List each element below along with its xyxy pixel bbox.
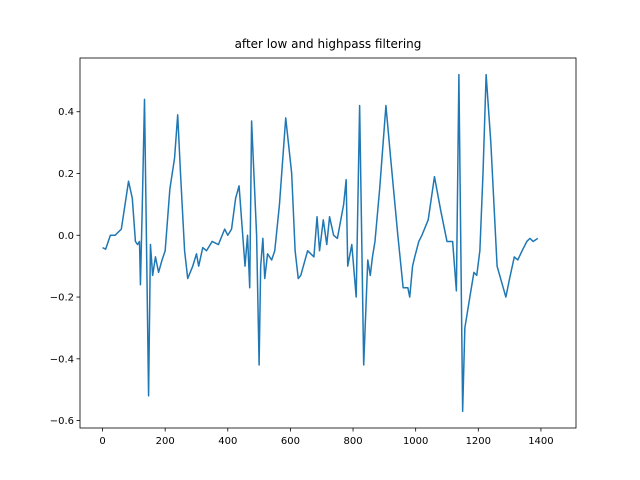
chart-title: after low and highpass filtering [235,37,422,51]
y-tick-label: 0.4 [58,107,74,118]
x-tick-label: 1400 [528,436,553,447]
line-series [102,73,539,413]
x-tick-label: 200 [156,436,175,447]
x-tick-label: 0 [99,436,105,447]
x-tick-label: 600 [281,436,300,447]
axes-frame [79,57,577,429]
x-tick-label: 1200 [466,436,491,447]
y-tick-label: −0.6 [50,416,74,427]
x-tick-label: 400 [218,436,237,447]
y-tick-label: −0.2 [50,293,74,304]
y-tick-label: 0.2 [58,169,74,180]
x-tick-label: 1000 [403,436,428,447]
y-tick-label: 0.0 [58,231,74,242]
y-tick-label: −0.4 [50,354,74,365]
x-tick-label: 800 [344,436,363,447]
